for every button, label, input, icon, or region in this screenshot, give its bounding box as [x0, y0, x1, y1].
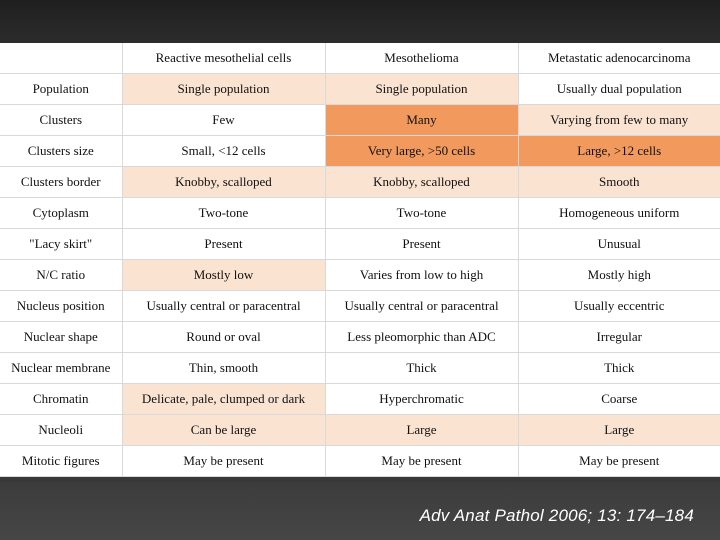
- table-cell: Thick: [518, 352, 720, 384]
- table-cell: Single population: [325, 73, 519, 105]
- row-label: Nucleoli: [0, 414, 123, 446]
- table-cell: Usually central or paracentral: [325, 290, 519, 322]
- table-row: Mitotic figures May be present May be pres…: [0, 445, 720, 477]
- row-label: Mitotic figures: [0, 445, 123, 477]
- table-cell: Smooth: [518, 166, 720, 198]
- table-row: Nuclear shape Round or oval Less pleomorph…: [0, 321, 720, 353]
- table-cell: Delicate, pale, clumped or dark: [122, 383, 326, 415]
- table-cell: Knobby, scalloped: [325, 166, 519, 198]
- table-cell: Present: [122, 228, 326, 260]
- table-body: Population Single population Single popula…: [0, 73, 720, 477]
- row-label: "Lacy skirt": [0, 228, 123, 260]
- row-label: Clusters border: [0, 166, 123, 198]
- header-reactive-mesothelial: Reactive mesothelial cells: [122, 43, 326, 74]
- citation: Adv Anat Pathol 2006; 13: 174–184: [419, 506, 694, 525]
- table-row: "Lacy skirt" Present Present Unusual: [0, 228, 720, 260]
- table-cell: Coarse: [518, 383, 720, 415]
- row-label: N/C ratio: [0, 259, 123, 291]
- table-cell: Few: [122, 104, 326, 136]
- row-label: Nuclear membrane: [0, 352, 123, 384]
- table-cell: Present: [325, 228, 519, 260]
- table-row: Nucleoli Can be large Large Large: [0, 414, 720, 446]
- slide-footer-band: [0, 482, 720, 540]
- table-cell: Mostly low: [122, 259, 326, 291]
- table-cell: Two-tone: [325, 197, 519, 229]
- table-cell: May be present: [325, 445, 519, 477]
- row-label: Nuclear shape: [0, 321, 123, 353]
- table-row: Nucleus position Usually central or parac…: [0, 290, 720, 322]
- table-row: Clusters Few Many Varying from few to many: [0, 104, 720, 136]
- table-cell: Usually eccentric: [518, 290, 720, 322]
- table-cell: Unusual: [518, 228, 720, 260]
- table-cell: Can be large: [122, 414, 326, 446]
- table-row: N/C ratio Mostly low Varies from low to hi…: [0, 259, 720, 291]
- row-label: Clusters size: [0, 135, 123, 167]
- table-cell: Homogeneous uniform: [518, 197, 720, 229]
- table-cell: Thick: [325, 352, 519, 384]
- table-cell: Usually dual population: [518, 73, 720, 105]
- header-mesothelioma: Mesothelioma: [325, 43, 519, 74]
- table-cell: Many: [325, 104, 519, 136]
- table-row: Population Single population Single popula…: [0, 73, 720, 105]
- table-cell: May be present: [122, 445, 326, 477]
- header-corner: [0, 43, 123, 74]
- comparison-table: Reactive mesothelial cells Mesothelioma …: [0, 43, 720, 477]
- table-header-row: Reactive mesothelial cells Mesothelioma …: [0, 43, 720, 74]
- table-cell: Mostly high: [518, 259, 720, 291]
- table-cell: Varies from low to high: [325, 259, 519, 291]
- table-cell: Usually central or paracentral: [122, 290, 326, 322]
- table-row: Clusters size Small, <12 cells Very large,…: [0, 135, 720, 167]
- table-cell: Varying from few to many: [518, 104, 720, 136]
- table-row: Clusters border Knobby, scalloped Knobby, …: [0, 166, 720, 198]
- table-cell: Irregular: [518, 321, 720, 353]
- table-cell: Large, >12 cells: [518, 135, 720, 167]
- table-row: Chromatin Delicate, pale, clumped or dark…: [0, 383, 720, 415]
- table-cell: Knobby, scalloped: [122, 166, 326, 198]
- row-label: Cytoplasm: [0, 197, 123, 229]
- table-cell: Very large, >50 cells: [325, 135, 519, 167]
- table-cell: Less pleomorphic than ADC: [325, 321, 519, 353]
- table-cell: Single population: [122, 73, 326, 105]
- table-cell: May be present: [518, 445, 720, 477]
- table-cell: Two-tone: [122, 197, 326, 229]
- table-cell: Large: [325, 414, 519, 446]
- table-cell: Hyperchromatic: [325, 383, 519, 415]
- table-cell: Thin, smooth: [122, 352, 326, 384]
- header-adenocarcinoma: Metastatic adenocarcinoma: [518, 43, 720, 74]
- row-label: Chromatin: [0, 383, 123, 415]
- row-label: Clusters: [0, 104, 123, 136]
- table-row: Nuclear membrane Thin, smooth Thick Thick: [0, 352, 720, 384]
- table-cell: Round or oval: [122, 321, 326, 353]
- table-row: Cytoplasm Two-tone Two-tone Homogeneous uni…: [0, 197, 720, 229]
- row-label: Nucleus position: [0, 290, 123, 322]
- table-cell: Large: [518, 414, 720, 446]
- table-cell: Small, <12 cells: [122, 135, 326, 167]
- row-label: Population: [0, 73, 123, 105]
